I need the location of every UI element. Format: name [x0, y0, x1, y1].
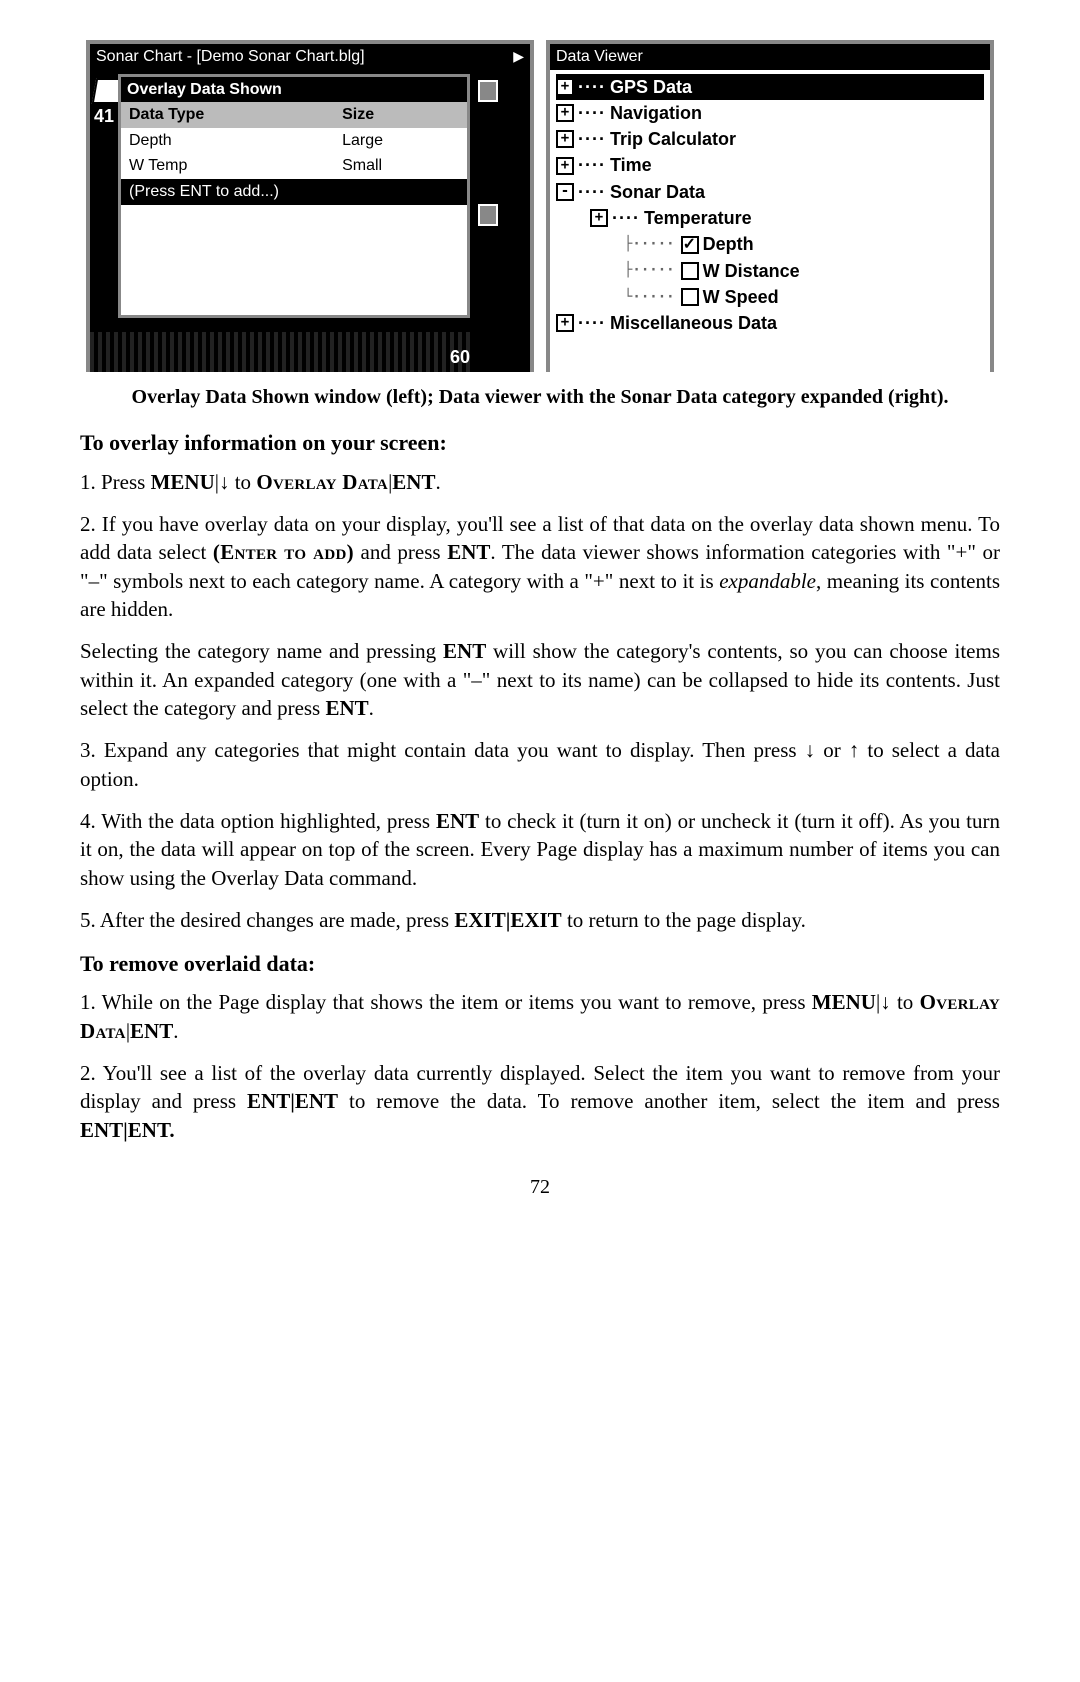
text: 4. With the data option highlighted, pre…	[80, 809, 436, 833]
heading-overlay-info: To overlay information on your screen:	[80, 428, 1000, 458]
overlay-data-window: Sonar Chart - [Demo Sonar Chart.blg] ▶ 4…	[86, 40, 534, 372]
tree-label: Temperature	[644, 206, 752, 230]
step-5: 5. After the desired changes are made, p…	[80, 906, 1000, 934]
overlay-panel: Overlay Data Shown Data Type Size Depth …	[118, 74, 470, 318]
sonar-body: 41 60 Overlay Data Shown Data Type Size …	[90, 70, 530, 372]
key-ent: ENT	[130, 1019, 173, 1043]
tree-item-time[interactable]: +····Time	[556, 152, 984, 178]
checkbox-icon[interactable]	[681, 288, 699, 306]
cell-size: Large	[334, 128, 467, 154]
right-scroll-column[interactable]	[476, 74, 500, 322]
key-menu: MENU	[151, 470, 215, 494]
key-ent: ENT	[325, 696, 368, 720]
step-4: 4. With the data option highlighted, pre…	[80, 807, 1000, 892]
tree-label: Navigation	[610, 101, 702, 125]
screenshots-row: Sonar Chart - [Demo Sonar Chart.blg] ▶ 4…	[80, 40, 1000, 372]
scroll-handle-icon[interactable]	[478, 80, 498, 102]
tree-item-misc[interactable]: +····Miscellaneous Data	[556, 310, 984, 336]
remove-step-1: 1. While on the Page display that shows …	[80, 988, 1000, 1045]
expand-plus-icon[interactable]: +	[556, 104, 574, 122]
sonar-floor	[90, 332, 470, 372]
text: .	[435, 470, 440, 494]
tree-item-wspeed[interactable]: └····· W Speed	[556, 284, 984, 310]
data-viewer-tree: +····GPS Data +····Navigation +····Trip …	[550, 70, 990, 380]
tree-label: W Speed	[703, 285, 779, 309]
tree-label: Depth	[703, 232, 754, 256]
tree-item-wdistance[interactable]: ├····· W Distance	[556, 258, 984, 284]
key-ent: ENT	[443, 639, 486, 663]
data-viewer-window: Data Viewer +····GPS Data +····Navigatio…	[546, 40, 994, 372]
table-header-row: Data Type Size	[121, 102, 467, 128]
overlay-empty-area	[121, 205, 467, 315]
heading-remove-data: To remove overlaid data:	[80, 949, 1000, 979]
overlay-panel-title: Overlay Data Shown	[121, 77, 467, 103]
depth-reading: 41	[92, 104, 116, 128]
expand-plus-icon[interactable]: +	[556, 314, 574, 332]
tree-item-temperature[interactable]: +····Temperature	[556, 205, 984, 231]
step-1: 1. Press MENU|↓ to Overlay Data|ENT.	[80, 468, 1000, 496]
tree-label: GPS Data	[610, 75, 692, 99]
cell-size: Small	[334, 153, 467, 179]
step-3: 3. Expand any categories that might cont…	[80, 736, 1000, 793]
text: |↓ to	[876, 990, 920, 1014]
expand-plus-icon[interactable]: +	[556, 157, 574, 175]
table-row[interactable]: Depth Large	[121, 128, 467, 154]
key-ent: ENT	[447, 540, 490, 564]
key-ent-ent: ENT|ENT.	[80, 1118, 175, 1142]
text: Selecting the category name and pressing	[80, 639, 443, 663]
expand-plus-icon[interactable]: +	[556, 130, 574, 148]
left-titlebar: Sonar Chart - [Demo Sonar Chart.blg] ▶	[90, 44, 530, 70]
text: 1. Press	[80, 470, 151, 494]
collapse-minus-icon[interactable]: -	[556, 183, 574, 201]
text: .	[173, 1019, 178, 1043]
right-title: Data Viewer	[556, 46, 643, 68]
tree-item-gps[interactable]: +····GPS Data	[556, 74, 984, 100]
paragraph-expand: Selecting the category name and pressing…	[80, 637, 1000, 722]
table-row[interactable]: W Temp Small	[121, 153, 467, 179]
text: |↓ to	[215, 470, 257, 494]
text: to remove the data. To remove another it…	[338, 1089, 1000, 1113]
cell-type: W Temp	[121, 153, 334, 179]
step-2: 2. If you have overlay data on your disp…	[80, 510, 1000, 623]
checkbox-checked-icon[interactable]	[681, 236, 699, 254]
text: 5. After the desired changes are made, p…	[80, 908, 454, 932]
text: 1. While on the Page display that shows …	[80, 990, 812, 1014]
key-exit: EXIT|EXIT	[454, 908, 561, 932]
left-title: Sonar Chart - [Demo Sonar Chart.blg]	[96, 46, 365, 68]
remove-step-2: 2. You'll see a list of the overlay data…	[80, 1059, 1000, 1144]
page-number: 72	[80, 1174, 1000, 1201]
tree-item-trip[interactable]: +····Trip Calculator	[556, 126, 984, 152]
text: to return to the page display.	[562, 908, 806, 932]
tree-item-navigation[interactable]: +····Navigation	[556, 100, 984, 126]
checkbox-icon[interactable]	[681, 262, 699, 280]
tree-label: Miscellaneous Data	[610, 311, 777, 335]
overlay-table: Data Type Size Depth Large W Temp Small	[121, 102, 467, 179]
expand-plus-icon[interactable]: +	[590, 209, 608, 227]
tree-item-sonar[interactable]: -····Sonar Data	[556, 179, 984, 205]
col-size: Size	[334, 102, 467, 128]
key-menu: MENU	[812, 990, 876, 1014]
tree-label: Trip Calculator	[610, 127, 736, 151]
scroll-handle-icon[interactable]	[478, 204, 498, 226]
text: .	[369, 696, 374, 720]
titlebar-arrow-icon[interactable]: ▶	[513, 47, 524, 66]
tree-label: Sonar Data	[610, 180, 705, 204]
tree-item-depth[interactable]: ├····· Depth	[556, 231, 984, 257]
expand-plus-icon[interactable]: +	[556, 78, 574, 96]
key-ent: ENT	[436, 809, 479, 833]
col-data-type: Data Type	[121, 102, 334, 128]
key-overlay-data: Overlay Data	[256, 470, 388, 494]
cell-type: Depth	[121, 128, 334, 154]
right-titlebar: Data Viewer	[550, 44, 990, 70]
italic-expandable: expandable	[719, 569, 816, 593]
press-ent-to-add[interactable]: (Press ENT to add...)	[121, 179, 467, 205]
text: and press	[354, 540, 447, 564]
tree-label: Time	[610, 153, 652, 177]
key-enter-to-add: (Enter to add)	[213, 540, 354, 564]
key-ent: ENT	[392, 470, 435, 494]
tree-label: W Distance	[703, 259, 800, 283]
figure-caption: Overlay Data Shown window (left); Data v…	[120, 384, 960, 410]
depth-scale-bottom: 60	[450, 345, 470, 369]
key-ent-ent: ENT|ENT	[247, 1089, 338, 1113]
